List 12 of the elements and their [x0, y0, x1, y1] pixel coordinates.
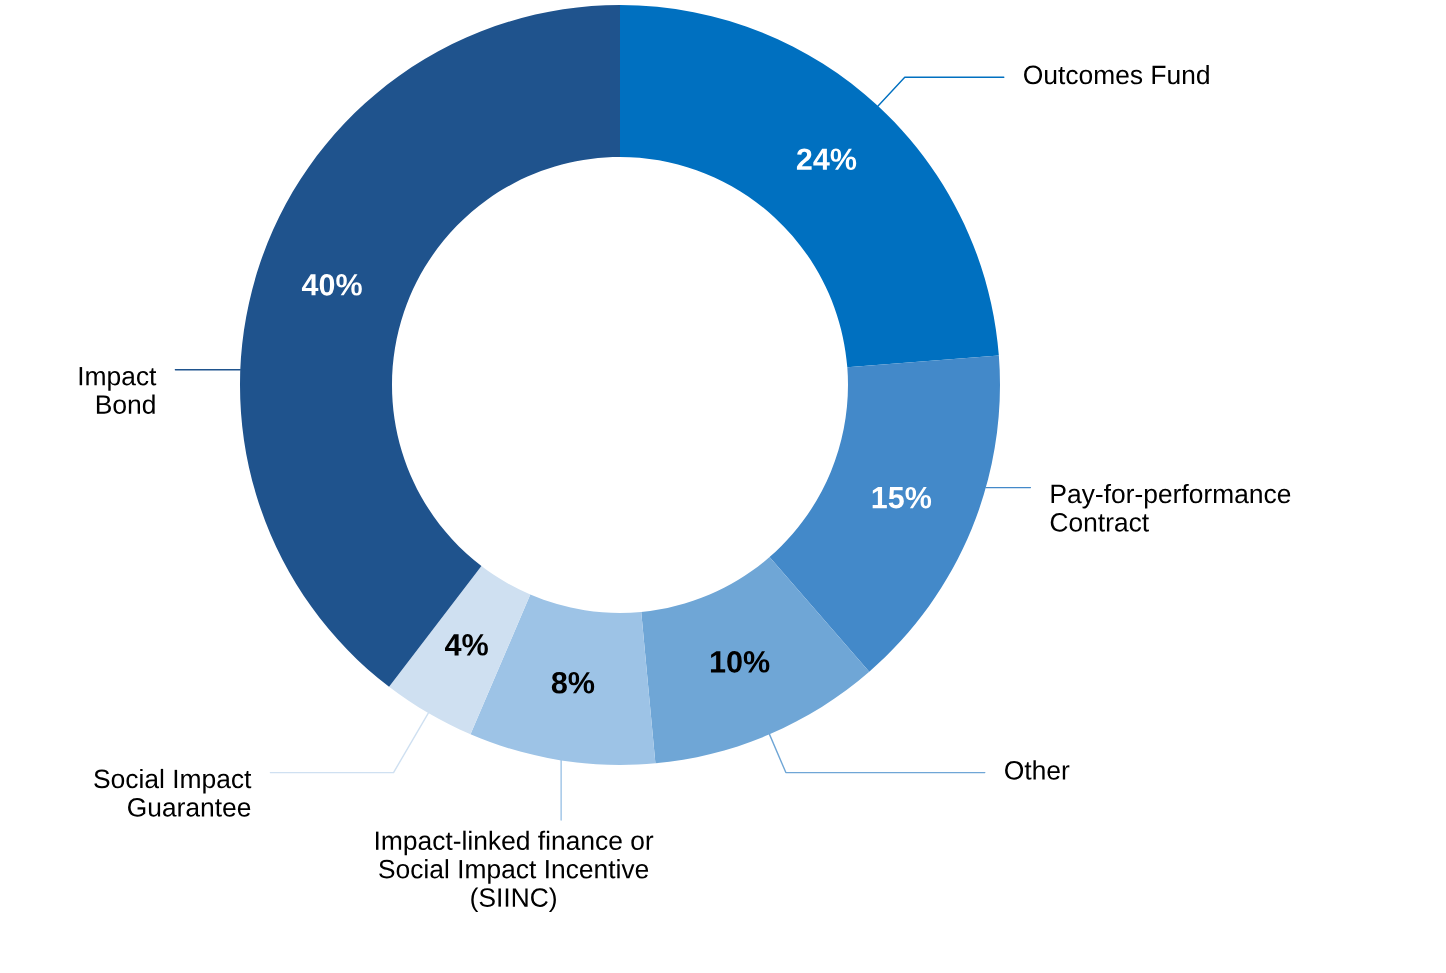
slice-label: Other [1005, 760, 1070, 780]
slice-label: Impact Bond [79, 367, 157, 414]
slice-label: Social Impact Guarantee [94, 768, 252, 817]
data-label: 15% [872, 486, 932, 509]
data-label: 4% [445, 634, 488, 656]
slice-label: Pay-for-performance Contract [1050, 483, 1291, 532]
slice-label: Impact-linked finance or Social Impact Incentive (SIINC) [375, 830, 654, 913]
data-label: 10% [710, 651, 770, 673]
slice-label: Outcomes Fund [1024, 64, 1209, 85]
data-label: 40% [301, 274, 362, 296]
data-label: 8% [551, 671, 595, 694]
data-label: 24% [796, 148, 857, 170]
